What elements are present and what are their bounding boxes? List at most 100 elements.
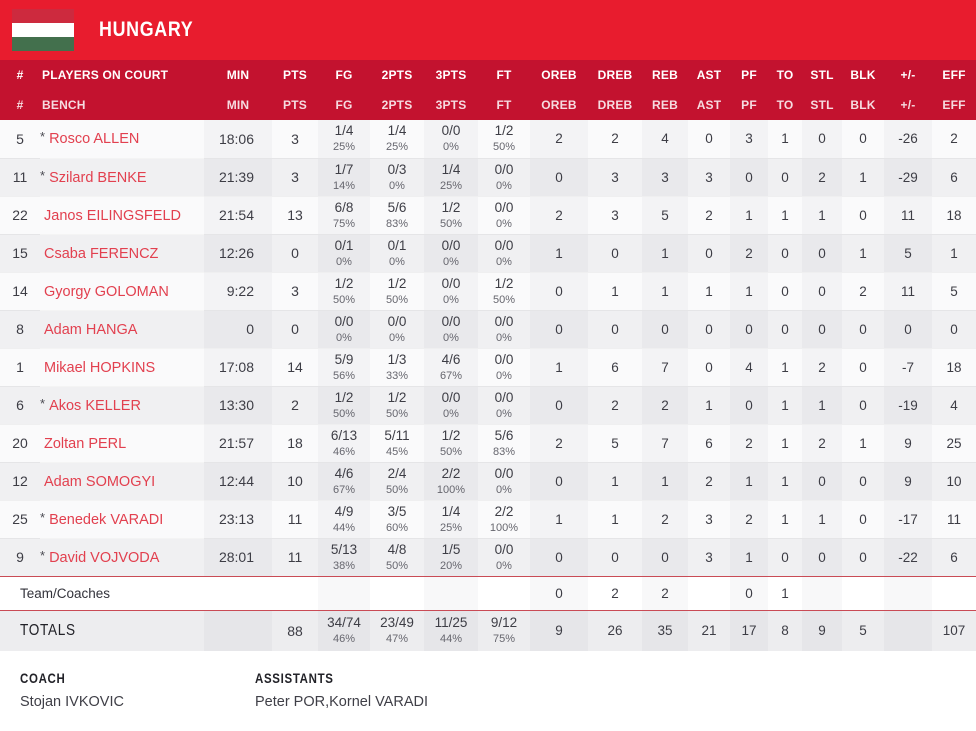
ast-cell: 3	[688, 500, 730, 539]
ast-cell: 0	[688, 348, 730, 387]
2pts-percentage: 0%	[389, 255, 405, 268]
ft-percentage: 100%	[489, 521, 519, 534]
fg-percentage: 46%	[332, 633, 356, 646]
header-row-bench: # BENCH MIN PTS FG 2PTS 3PTS FT OREB DREB REB AST…	[0, 90, 976, 120]
jersey-number: 11	[0, 158, 40, 197]
3pts-made-attempted: 4/6	[441, 351, 461, 367]
dreb-cell: 1	[588, 462, 642, 501]
player-name-cell: Gyorgy GOLOMAN	[40, 272, 204, 311]
2pts-percentage: 50%	[385, 293, 409, 306]
blk-cell: 2	[842, 272, 884, 311]
blk-cell: 0	[842, 120, 884, 159]
eff-cell: 2	[932, 120, 976, 159]
dreb-cell: 0	[588, 234, 642, 273]
plusminus-cell: 0	[884, 310, 932, 349]
stl-cell: 0	[802, 272, 842, 311]
blk-cell: 1	[842, 158, 884, 197]
col-header-ft: FT	[496, 98, 512, 112]
ast-cell: 3	[688, 538, 730, 577]
oreb-cell: 2	[530, 196, 588, 235]
2pts-percentage: 83%	[385, 217, 409, 230]
team-name: HUNGARY	[99, 18, 210, 42]
dreb-cell: 0	[588, 538, 642, 577]
ft-made-attempted: 0/0	[494, 389, 514, 405]
pts-cell: 11	[272, 500, 318, 539]
fg-cell: 6/8 75%	[318, 196, 370, 235]
fg-percentage: 0%	[336, 331, 352, 344]
ft-percentage: 83%	[492, 445, 516, 458]
2pts-cell: 3/5 60%	[370, 500, 424, 539]
player-name-link[interactable]: Szilard BENKE	[49, 169, 147, 186]
3pts-percentage: 100%	[436, 483, 466, 496]
col-header-reb: REB	[652, 98, 678, 112]
dreb-cell: 0	[588, 310, 642, 349]
fg-made-attempted: 0/0	[334, 313, 354, 329]
3pts-cell: 0/0 0%	[424, 386, 478, 425]
plusminus-cell: 9	[884, 462, 932, 501]
plusminus-cell: 5	[884, 234, 932, 273]
player-name-link[interactable]: Janos EILINGSFELD	[44, 207, 181, 224]
pf-cell: 0	[730, 576, 768, 611]
2pts-cell: 1/3 33%	[370, 348, 424, 387]
ft-made-attempted: 0/0	[494, 199, 514, 215]
player-name-link[interactable]: Mikael HOPKINS	[44, 359, 156, 376]
jersey-number: 8	[0, 310, 40, 349]
to-cell: 1	[768, 386, 802, 425]
col-header-bench: BENCH	[42, 98, 86, 112]
col-header-2pts: 2PTS	[381, 68, 413, 82]
player-name-link[interactable]: Csaba FERENCZ	[44, 245, 159, 262]
col-header-blk: BLK	[850, 68, 876, 82]
ft-cell: 0/0 0%	[478, 158, 530, 197]
col-header-pts: PTS	[283, 68, 307, 82]
ft-made-attempted: 0/0	[494, 351, 514, 367]
col-header-to: TO	[776, 68, 794, 82]
jersey-number: 25	[0, 500, 40, 539]
player-name-link[interactable]: David VOJVODA	[49, 549, 160, 566]
player-name-link[interactable]: Gyorgy GOLOMAN	[44, 283, 169, 300]
pts-cell	[272, 576, 318, 611]
ft-percentage: 0%	[496, 217, 512, 230]
player-name-link[interactable]: Zoltan PERL	[44, 435, 127, 452]
reb-cell: 1	[642, 462, 688, 501]
player-name-link[interactable]: Adam HANGA	[44, 321, 138, 338]
pts-cell: 3	[272, 158, 318, 197]
player-name-link[interactable]: Adam SOMOGYI	[44, 473, 156, 490]
col-header-pf: PF	[741, 68, 757, 82]
totals-row: TOTALS 88 34/74 46% 23/49 47% 11/25 44% …	[0, 610, 976, 651]
eff-cell: 5	[932, 272, 976, 311]
pf-cell: 1	[730, 462, 768, 501]
3pts-cell: 11/25 44%	[424, 610, 478, 651]
ft-cell: 0/0 0%	[478, 310, 530, 349]
plusminus-cell: 9	[884, 424, 932, 463]
reb-cell: 7	[642, 424, 688, 463]
fg-made-attempted: 5/9	[334, 351, 354, 367]
col-header-min: MIN	[226, 98, 250, 112]
player-name-link[interactable]: Akos KELLER	[49, 397, 141, 414]
jersey-number: 12	[0, 462, 40, 501]
player-name-link[interactable]: Benedek VARADI	[49, 511, 164, 528]
fg-percentage: 67%	[332, 483, 356, 496]
stl-cell	[802, 576, 842, 611]
fg-percentage: 25%	[332, 141, 356, 154]
col-header-oreb: OREB	[541, 68, 577, 82]
col-header-3pts: 3PTS	[435, 68, 467, 82]
ast-cell: 0	[688, 234, 730, 273]
pts-cell: 3	[272, 272, 318, 311]
ft-cell: 0/0 0%	[478, 462, 530, 501]
col-header-ast: AST	[696, 98, 722, 112]
fg-percentage: 0%	[336, 255, 352, 268]
player-row: 25 * Benedek VARADI 23:13 11 4/9 44% 3/5 …	[0, 500, 976, 539]
ast-cell: 1	[688, 272, 730, 311]
summary-body: Team/Coaches 0 2 2 0 1 TOTALS	[0, 576, 976, 651]
col-header-min: MIN	[226, 68, 250, 82]
reb-cell: 7	[642, 348, 688, 387]
3pts-cell: 0/0 0%	[424, 120, 478, 159]
oreb-cell: 1	[530, 348, 588, 387]
fg-percentage: 38%	[332, 559, 356, 572]
header-row-on-court: # PLAYERS ON COURT MIN PTS FG 2PTS 3PTS FT ORE…	[0, 60, 976, 90]
stl-cell: 1	[802, 196, 842, 235]
player-name-link[interactable]: Rosco ALLEN	[49, 131, 140, 148]
stl-cell: 0	[802, 462, 842, 501]
pts-cell: 18	[272, 424, 318, 463]
